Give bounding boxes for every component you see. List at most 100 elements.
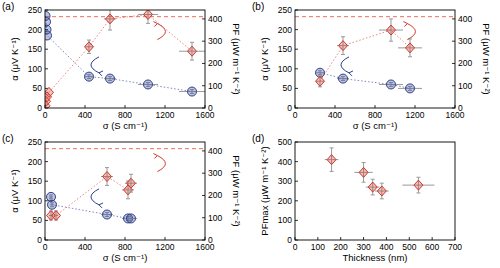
panel: (b)0400800120016000501001502002500100200… [252,1,492,131]
data-point [387,25,396,35]
y-tick [295,220,298,221]
y2-tick-label: 400 [458,14,472,24]
y-tick-label: 250 [278,5,292,15]
y2-tick-label: 300 [208,36,222,46]
y-tick-label: 200 [278,196,292,206]
y-tick-label: 0 [287,235,292,245]
data-point [127,178,136,188]
y2-tick [452,41,455,42]
x-tick-label: 700 [448,242,462,252]
data-point [359,167,368,177]
y-tick-label: 150 [28,176,42,186]
y2-axis-label: PF (μW m⁻¹ K⁻²) [231,155,242,226]
y2-tick-label: 100 [208,213,222,223]
panel-label: (d) [252,133,264,144]
y-tick-label: 50 [33,83,43,93]
y-axis-label: α (μV K⁻¹) [259,37,270,80]
reference-line [45,148,205,149]
x-tick-label: 0 [293,110,298,120]
y-tick [295,200,298,201]
data-point [377,186,386,196]
y2-tick [452,85,455,86]
plot-area [325,148,435,199]
x-axis-label: σ (S cm⁻¹) [353,120,398,131]
y-tick-label: 100 [278,64,292,74]
arrow-head [99,71,103,76]
x-tick-label: 400 [78,242,92,252]
series-line [46,16,193,92]
y-tick-label: 200 [278,25,292,35]
y-tick [295,68,298,69]
y-tick [295,181,298,182]
data-point [45,87,54,97]
x-tick-label: 800 [368,110,382,120]
data-point [106,14,115,24]
y-tick [295,88,298,89]
data-point [316,76,325,86]
y-tick-label: 250 [28,5,42,15]
arrow [407,24,415,40]
y-tick-label: 300 [278,176,292,186]
reference-line [45,16,205,17]
y2-tick-label: 300 [208,168,222,178]
y2-tick-label: 300 [458,36,472,46]
panel: (d)0100200300400500600700010020030040050… [252,133,462,263]
x-tick-label: 0 [43,242,48,252]
data-point [188,46,197,56]
arrow [91,189,99,205]
arrow-head [403,22,407,27]
data-point [188,87,197,96]
figure: (a)0400800120016000501001502002500100200… [0,0,500,268]
arrow [157,156,165,172]
data-point [406,43,415,53]
data-point [45,31,52,40]
y-tick-label: 200 [28,157,42,167]
x-tick-label: 300 [356,242,370,252]
y-tick-label: 500 [278,137,292,147]
y-axis-label: α (μV K⁻¹) [9,169,20,212]
y-tick [295,29,298,30]
data-point [327,155,336,165]
panel-label: (c) [2,133,14,144]
series-line [46,14,193,105]
y2-tick-label: 0 [208,235,213,245]
y2-tick-label: 0 [458,103,463,113]
arrow-head [99,203,103,208]
x-axis-label: σ (S cm⁻¹) [103,120,148,131]
y-tick-label: 150 [28,44,42,54]
y2-tick-label: 200 [208,58,222,68]
panel-label: (b) [252,1,264,12]
y-tick-label: 0 [37,103,42,113]
series-line [51,197,131,219]
y2-tick-label: 200 [458,58,472,68]
y-tick-label: 50 [283,83,293,93]
y2-tick-label: 0 [208,103,213,113]
plot-area [295,17,455,93]
y-tick-label: 400 [278,157,292,167]
arrow-head [153,22,157,27]
arrow-head [153,154,157,159]
plot-area [45,149,205,223]
y-tick [295,161,298,162]
y2-axis-label: PF (μW m⁻¹ K⁻²) [231,23,242,94]
x-tick-label: 500 [402,242,416,252]
y-tick-label: 50 [33,215,43,225]
x-tick-label: 400 [328,110,342,120]
y2-tick [452,63,455,64]
y-tick [295,49,298,50]
data-point [127,214,136,223]
x-tick-label: 1200 [406,110,425,120]
data-point [106,74,115,83]
data-point [414,180,423,190]
arrow-head [349,71,353,76]
y-tick-label: 100 [28,64,42,74]
data-point [52,211,61,221]
y-tick-label: 0 [287,103,292,113]
data-point [406,84,415,93]
reference-line [295,16,455,17]
plot-frame [295,10,455,108]
data-point [339,74,348,83]
plot-frame [45,142,205,240]
y2-tick-label: 200 [208,190,222,200]
data-point [85,72,94,81]
